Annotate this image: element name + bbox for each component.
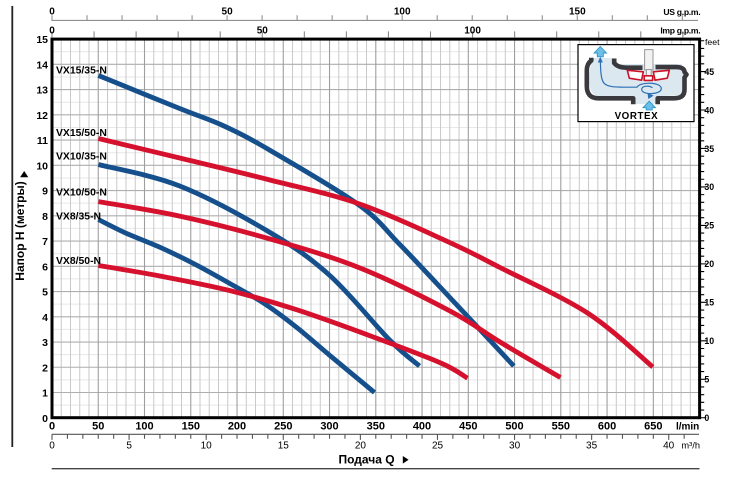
svg-text:US g.p.m.: US g.p.m. <box>663 7 700 17</box>
svg-text:14: 14 <box>36 59 48 71</box>
svg-text:2: 2 <box>42 362 48 374</box>
svg-text:30: 30 <box>509 440 521 451</box>
svg-text:150: 150 <box>569 7 586 18</box>
svg-text:Imp g.p.m.: Imp g.p.m. <box>660 26 700 36</box>
svg-text:100: 100 <box>394 7 411 18</box>
svg-text:20: 20 <box>704 259 714 269</box>
svg-text:300: 300 <box>320 421 338 433</box>
svg-text:600: 600 <box>598 421 616 433</box>
svg-text:1: 1 <box>42 388 48 400</box>
svg-text:40: 40 <box>704 105 714 115</box>
svg-text:35: 35 <box>704 144 714 154</box>
svg-text:VX8/35-N: VX8/35-N <box>56 211 101 222</box>
svg-text:500: 500 <box>505 421 523 433</box>
svg-text:VX10/35-N: VX10/35-N <box>56 151 107 162</box>
svg-text:m³/h: m³/h <box>681 440 700 450</box>
svg-text:feet: feet <box>705 37 720 47</box>
svg-text:5: 5 <box>704 375 709 385</box>
svg-text:10: 10 <box>36 160 48 172</box>
svg-text:50: 50 <box>92 421 104 433</box>
svg-text:0: 0 <box>49 7 55 18</box>
svg-text:12: 12 <box>36 110 48 122</box>
svg-text:4: 4 <box>42 312 48 324</box>
svg-text:0: 0 <box>49 26 55 37</box>
svg-text:0: 0 <box>704 413 709 423</box>
svg-text:10: 10 <box>704 336 714 346</box>
svg-text:3: 3 <box>42 337 48 349</box>
svg-text:350: 350 <box>367 421 385 433</box>
svg-text:40: 40 <box>663 440 675 451</box>
svg-text:Напор H (метры): Напор H (метры) <box>13 181 27 280</box>
svg-text:0: 0 <box>49 421 55 433</box>
svg-text:0: 0 <box>49 440 55 451</box>
svg-text:VX10/50-N: VX10/50-N <box>56 187 107 198</box>
svg-text:50: 50 <box>257 26 269 37</box>
svg-text:10: 10 <box>201 440 213 451</box>
svg-text:VX15/35-N: VX15/35-N <box>56 65 107 76</box>
svg-text:11: 11 <box>37 135 48 147</box>
svg-text:5: 5 <box>126 440 132 451</box>
svg-text:15: 15 <box>704 298 714 308</box>
svg-text:100: 100 <box>135 421 153 433</box>
svg-text:8: 8 <box>42 211 48 223</box>
svg-text:13: 13 <box>36 85 48 97</box>
svg-text:VORTEX: VORTEX <box>615 111 659 122</box>
svg-text:VX15/50-N: VX15/50-N <box>56 128 107 139</box>
svg-text:Подача Q: Подача Q <box>338 453 394 467</box>
svg-text:25: 25 <box>704 221 714 231</box>
svg-text:450: 450 <box>459 421 477 433</box>
svg-text:VX8/50-N: VX8/50-N <box>56 256 101 267</box>
svg-text:550: 550 <box>552 421 570 433</box>
svg-text:9: 9 <box>42 186 48 198</box>
svg-text:50: 50 <box>222 7 234 18</box>
svg-text:650: 650 <box>644 421 662 433</box>
svg-text:35: 35 <box>586 440 598 451</box>
svg-text:l/min: l/min <box>676 422 699 433</box>
svg-text:200: 200 <box>228 421 246 433</box>
svg-text:6: 6 <box>42 261 48 273</box>
svg-text:25: 25 <box>432 440 444 451</box>
svg-text:45: 45 <box>704 67 714 77</box>
svg-text:15: 15 <box>278 440 290 451</box>
svg-text:30: 30 <box>704 182 714 192</box>
svg-text:7: 7 <box>42 236 48 248</box>
svg-text:5: 5 <box>42 287 48 299</box>
svg-text:0: 0 <box>42 413 48 425</box>
svg-text:150: 150 <box>182 421 200 433</box>
svg-text:20: 20 <box>355 440 367 451</box>
svg-text:100: 100 <box>464 26 481 37</box>
svg-text:400: 400 <box>413 421 431 433</box>
svg-text:15: 15 <box>36 34 48 46</box>
svg-text:250: 250 <box>274 421 292 433</box>
